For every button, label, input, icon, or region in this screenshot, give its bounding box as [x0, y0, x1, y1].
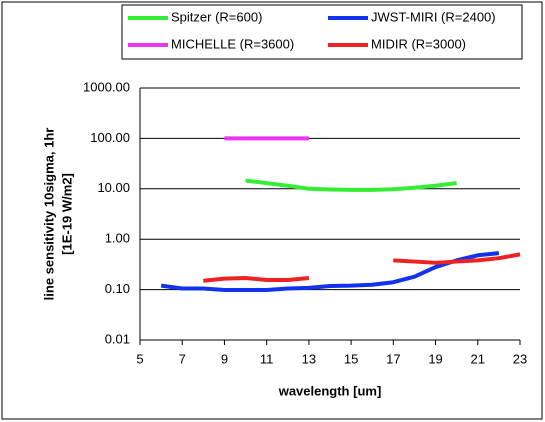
- series-line: [203, 252, 521, 283]
- legend-box: [121, 4, 523, 60]
- x-tick-label: 7: [179, 351, 186, 366]
- y-axis-label: [1E-19 W/m2]: [59, 173, 74, 255]
- y-axis-label: line sensitivity 10sigma, 1hr: [41, 128, 56, 301]
- y-tick-label: 1.00: [105, 231, 130, 246]
- y-tick-label: 10.00: [97, 180, 130, 195]
- legend-label: MICHELLE (R=3600): [171, 36, 294, 51]
- x-tick-label: 21: [471, 351, 485, 366]
- legend-label: Spitzer (R=600): [171, 9, 262, 24]
- x-tick-label: 9: [221, 351, 228, 366]
- x-tick-label: 23: [513, 351, 527, 366]
- x-tick-label: 15: [344, 351, 358, 366]
- x-tick-label: 11: [260, 351, 274, 366]
- x-tick-label: 13: [302, 351, 316, 366]
- x-tick-label: 17: [386, 351, 400, 366]
- series-line: [245, 178, 457, 192]
- y-tick-label: 0.10: [105, 281, 130, 296]
- y-tick-label: 0.01: [105, 331, 130, 346]
- y-tick-label: 100.00: [90, 130, 130, 145]
- legend-label: MIDIR (R=3000): [371, 36, 466, 51]
- x-tick-label: 19: [428, 351, 442, 366]
- y-tick-label: 1000.00: [83, 79, 130, 94]
- series-line: [160, 251, 500, 293]
- x-tick-label: 5: [136, 351, 143, 366]
- legend-label: JWST-MIRI (R=2400): [371, 9, 496, 24]
- x-axis-label: wavelength [um]: [278, 383, 382, 398]
